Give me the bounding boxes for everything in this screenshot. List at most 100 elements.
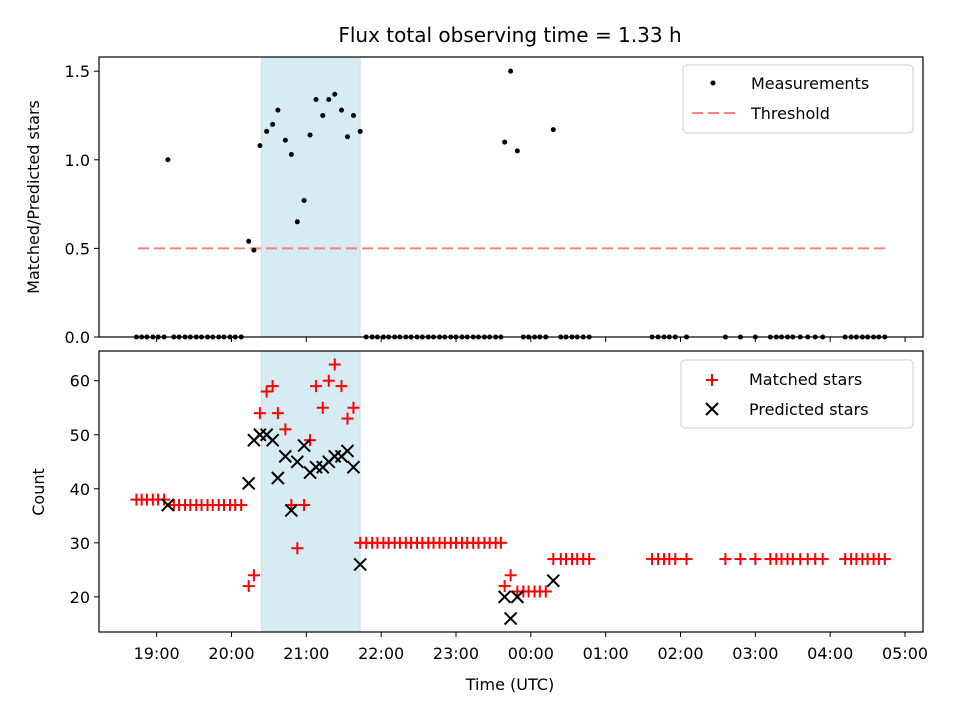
measurement-point [357,128,363,134]
legend-measurements-marker [710,80,716,86]
matched-point [316,401,329,414]
matched-point [260,385,273,398]
measurement-point [288,151,294,157]
measurement-point [282,137,288,143]
predicted-point [546,573,560,588]
measurement-point [344,134,350,140]
measurement-point [257,143,263,149]
predicted-point [265,433,280,447]
matched-point [322,374,335,387]
x-tick-label: 21:00 [283,644,329,663]
matched-point [878,553,891,566]
measurement-point [313,97,319,103]
x-axis-label: Time (UTC) [465,675,554,694]
matched-point [298,499,311,512]
measurement-point [307,132,313,138]
x-tick-label: 04:00 [807,644,853,663]
measurement-point [270,121,276,127]
legend-matched-label: Matched stars [749,370,862,389]
top-axes-frame [98,56,924,338]
x-tick-label: 05:00 [882,644,928,663]
matched-point [816,553,829,566]
matched-point [583,553,596,566]
bottom-x-ticks: 19:00 20:00 21:00 22:00 23:00 00:00 01:00 02:00… [134,632,928,663]
matched-point [310,380,323,393]
bottom-y-tick-label: 20 [70,588,90,607]
top-y-tick-label: 0.5 [65,239,90,258]
matched-point [719,553,732,566]
predicted-point [271,471,285,485]
measurement-point [165,157,171,163]
bottom-y-axis-label: Count [29,468,48,516]
matched-point [266,380,279,393]
top-y-tick-label: 1.0 [65,151,90,170]
highlight-span-top [260,56,361,338]
matched-point [680,553,693,566]
predicted-point [297,438,311,453]
matched-point [539,585,552,598]
matched-point [494,536,507,549]
bottom-y-tick-label: 40 [70,480,90,499]
x-tick-label: 19:00 [134,644,180,663]
matched-point [504,569,517,582]
predicted-point [497,590,512,604]
measurement-point [350,112,356,118]
predicted-point [340,444,355,458]
legend-predicted-marker [705,402,719,416]
highlight-span-bottom [260,350,361,633]
bottom-panel: 20 30 40 50 60 19:00 20:00 21:00 22:00 23:00 00:0… [29,350,928,694]
bottom-y-tick-label: 30 [70,534,90,553]
matched-point [271,407,284,420]
matched-point [235,499,248,512]
top-legend-frame [682,64,914,134]
bottom-y-tick-label: 60 [70,372,90,391]
bottom-y-tick-label: 50 [70,426,90,445]
x-tick-label: 23:00 [433,644,479,663]
top-panel: 0.0 0.5 1.0 1.5 Matched/Predicted stars Mea… [24,56,924,347]
top-y-ticks: 0.0 0.5 1.0 1.5 [65,62,99,347]
bottom-legend-frame [680,359,914,429]
matched-point [242,580,255,593]
predicted-point [284,503,299,518]
matched-point [347,401,360,414]
measurement-point [320,112,326,118]
matched-point [335,380,348,393]
measurement-point [294,219,300,225]
predicted-point [346,460,361,474]
measurement-point [514,148,520,154]
measurement-point [550,127,556,133]
matched-point [341,412,354,425]
predicted-point [161,498,175,512]
legend-matched-marker [706,374,718,386]
chart-title: Flux total observing time = 1.33 h [338,23,681,47]
predicted-point [241,476,256,491]
x-tick-label: 01:00 [583,644,629,663]
top-y-tick-label: 1.5 [65,62,90,81]
matched-point [328,358,341,371]
measurement-point [301,198,307,204]
measurement-point [251,247,257,253]
measurement-point [508,68,514,74]
matched-point [749,553,762,566]
legend-threshold-label: Threshold [750,104,830,123]
measurement-point [275,107,281,113]
measurement-point [502,139,508,145]
x-tick-label: 20:00 [208,644,254,663]
x-tick-label: 03:00 [732,644,778,663]
legend-predicted-label: Predicted stars [749,400,869,419]
x-tick-label: 00:00 [508,644,554,663]
bottom-axes-frame [98,350,924,633]
measurement-point [326,97,332,103]
measurement-point [338,107,344,113]
matched-point [247,569,260,582]
x-tick-label: 02:00 [657,644,703,663]
bottom-y-ticks: 20 30 40 50 60 [70,372,99,607]
measurement-point [246,238,252,244]
predicted-point [503,611,518,626]
matched-point [253,407,266,420]
predicted-point [510,590,525,604]
predicted-stars-series [161,428,560,626]
predicted-point [353,557,367,572]
top-y-axis-label: Matched/Predicted stars [24,100,43,294]
